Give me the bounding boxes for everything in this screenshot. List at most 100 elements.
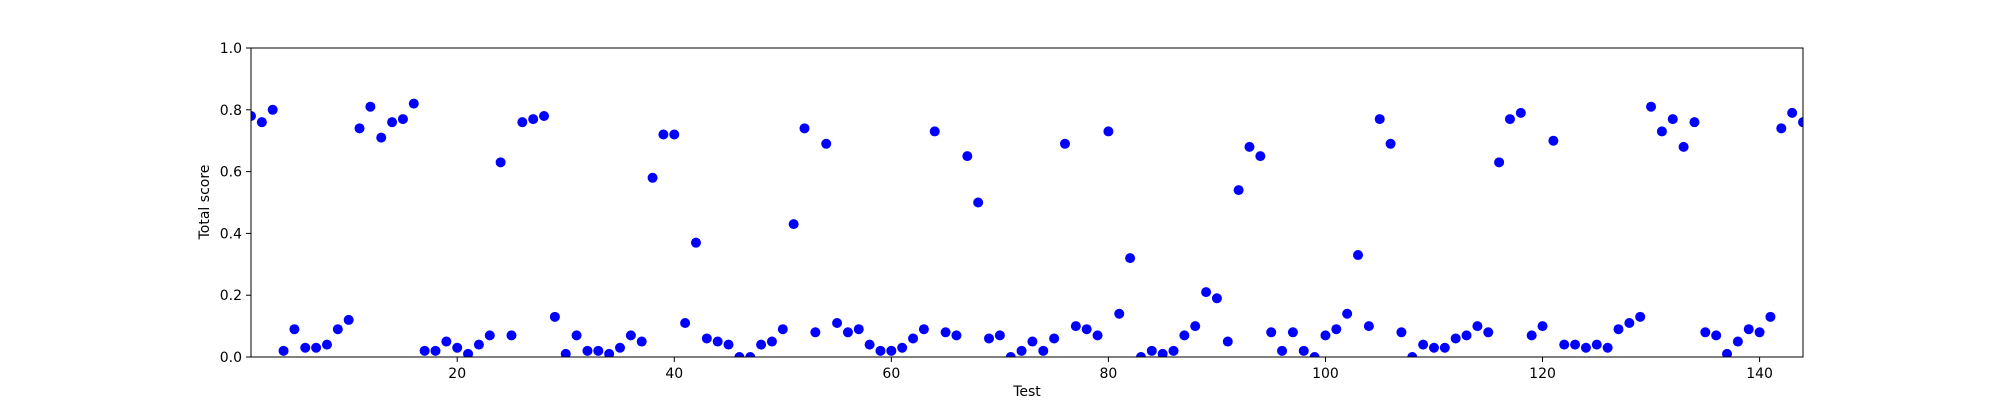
data-point (1624, 318, 1635, 329)
data-point (821, 138, 832, 149)
data-points (251, 98, 1803, 357)
data-point (1255, 151, 1266, 162)
data-point (1168, 345, 1179, 356)
data-point (1135, 352, 1146, 357)
data-point (1125, 253, 1136, 264)
data-point (1070, 321, 1081, 332)
data-point (756, 339, 767, 350)
data-point (1428, 342, 1439, 353)
data-point (267, 104, 278, 115)
data-point (1711, 330, 1722, 341)
data-point (625, 330, 636, 341)
data-point (897, 342, 908, 353)
data-point (1179, 330, 1190, 341)
data-point (278, 345, 289, 356)
data-point (1266, 327, 1277, 338)
data-point (1059, 138, 1070, 149)
data-point (365, 101, 376, 112)
data-point (636, 336, 647, 347)
data-point (1548, 135, 1559, 146)
data-point (1472, 321, 1483, 332)
data-point (853, 324, 864, 335)
data-point (940, 327, 951, 338)
data-point (506, 330, 517, 341)
data-point (593, 345, 604, 356)
data-point (1570, 339, 1581, 350)
data-point (549, 311, 560, 322)
y-tick-label: 0.2 (220, 288, 242, 304)
data-point (1038, 345, 1049, 356)
data-point (1103, 126, 1114, 137)
data-point (289, 324, 300, 335)
data-point (1461, 330, 1472, 341)
data-point (1287, 327, 1298, 338)
x-tick-label: 80 (1099, 366, 1117, 382)
x-tick-label: 20 (448, 366, 466, 382)
y-axis-label: Total score (197, 165, 213, 241)
data-point (397, 114, 408, 125)
data-point (1504, 114, 1515, 125)
x-axis-label: Test (1012, 384, 1041, 400)
data-point (441, 336, 452, 347)
x-tick-label: 60 (882, 366, 900, 382)
data-point (1580, 342, 1591, 353)
data-point (495, 157, 506, 168)
data-point (1244, 141, 1255, 152)
data-point (1190, 321, 1201, 332)
x-tick-label: 120 (1529, 366, 1556, 382)
x-tick-label: 100 (1312, 366, 1339, 382)
data-point (1591, 339, 1602, 350)
data-point (1374, 114, 1385, 125)
data-point (452, 342, 463, 353)
data-point (1483, 327, 1494, 338)
data-point (1732, 336, 1743, 347)
data-point (1537, 321, 1548, 332)
data-point (1309, 352, 1320, 357)
data-point (1689, 117, 1700, 128)
data-point (1678, 141, 1689, 152)
data-point (1201, 287, 1212, 298)
data-point (1222, 336, 1233, 347)
data-point (251, 110, 256, 121)
data-point (658, 129, 669, 140)
data-point (354, 123, 365, 134)
data-point (1342, 308, 1353, 319)
data-point (300, 342, 311, 353)
data-point (1613, 324, 1624, 335)
y-tick-label: 0.8 (220, 103, 242, 119)
data-point (484, 330, 495, 341)
y-tick-label: 1.0 (220, 41, 242, 57)
data-point (1233, 185, 1244, 196)
data-point (1298, 345, 1309, 356)
data-point (256, 117, 267, 128)
data-point (582, 345, 593, 356)
data-point (1646, 101, 1657, 112)
data-point (832, 318, 843, 329)
data-point (1396, 327, 1407, 338)
data-point (1526, 330, 1537, 341)
y-axis-ticks: 0.0 0.2 0.4 0.6 0.8 1.0 (220, 41, 251, 366)
data-point (1765, 311, 1776, 322)
data-point (1353, 250, 1364, 261)
data-point (951, 330, 962, 341)
data-point (311, 342, 322, 353)
data-point (1092, 330, 1103, 341)
x-tick-label: 40 (665, 366, 683, 382)
data-point (560, 348, 571, 357)
data-point (1385, 138, 1396, 149)
data-point (387, 117, 398, 128)
y-tick-label: 0.4 (220, 226, 242, 242)
data-point (1146, 345, 1157, 356)
data-point (875, 345, 886, 356)
data-point (473, 339, 484, 350)
data-point (571, 330, 582, 341)
data-point (1602, 342, 1613, 353)
data-point (766, 336, 777, 347)
data-point (1722, 348, 1733, 357)
data-point (1418, 339, 1429, 350)
data-point (918, 324, 929, 335)
data-point (886, 345, 897, 356)
data-point (669, 129, 680, 140)
data-point (701, 333, 712, 344)
data-point (1027, 336, 1038, 347)
